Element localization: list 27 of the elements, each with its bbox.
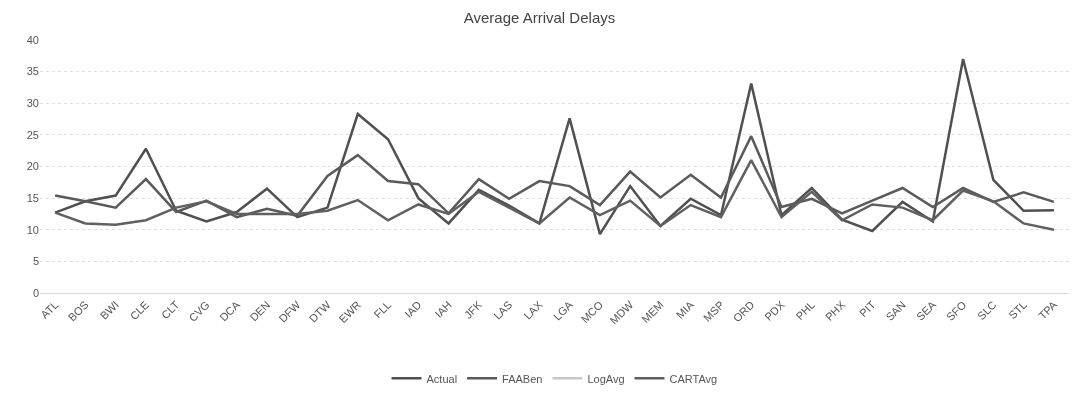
legend-label: FAABen <box>502 372 543 385</box>
x-tick-label: CLT <box>158 298 182 322</box>
y-tick-label: 40 <box>26 33 39 46</box>
x-tick-label: FLL <box>371 298 394 321</box>
legend-label: LogAvg <box>587 372 625 385</box>
y-tick-label: 30 <box>26 97 39 110</box>
x-tick-label: MIA <box>673 298 697 321</box>
y-tick-label: 5 <box>32 255 39 268</box>
x-tick-label: PHL <box>793 298 818 323</box>
y-tick-label: 20 <box>26 160 39 173</box>
x-tick-label: STL <box>1006 298 1029 322</box>
x-tick-label: IAD <box>402 298 424 320</box>
legend-label: Actual <box>426 372 458 385</box>
y-tick-label: 15 <box>26 191 39 204</box>
y-tick-label: 10 <box>26 223 39 236</box>
x-tick-label: CLE <box>127 298 152 323</box>
x-tick-label: TPA <box>1036 298 1060 322</box>
x-tick-label: JFK <box>461 298 485 321</box>
x-tick-label: IAH <box>432 298 454 320</box>
x-tick-label: SEA <box>914 298 939 323</box>
chart-title: Average Arrival Delays <box>463 8 616 26</box>
y-tick-label: 35 <box>26 65 39 78</box>
x-tick-label: PIT <box>856 298 878 320</box>
x-tick-label: ATL <box>38 298 61 321</box>
legend-label: CARTAvg <box>669 372 718 385</box>
y-tick-label: 25 <box>26 128 39 141</box>
y-tick-label: 0 <box>32 286 39 299</box>
